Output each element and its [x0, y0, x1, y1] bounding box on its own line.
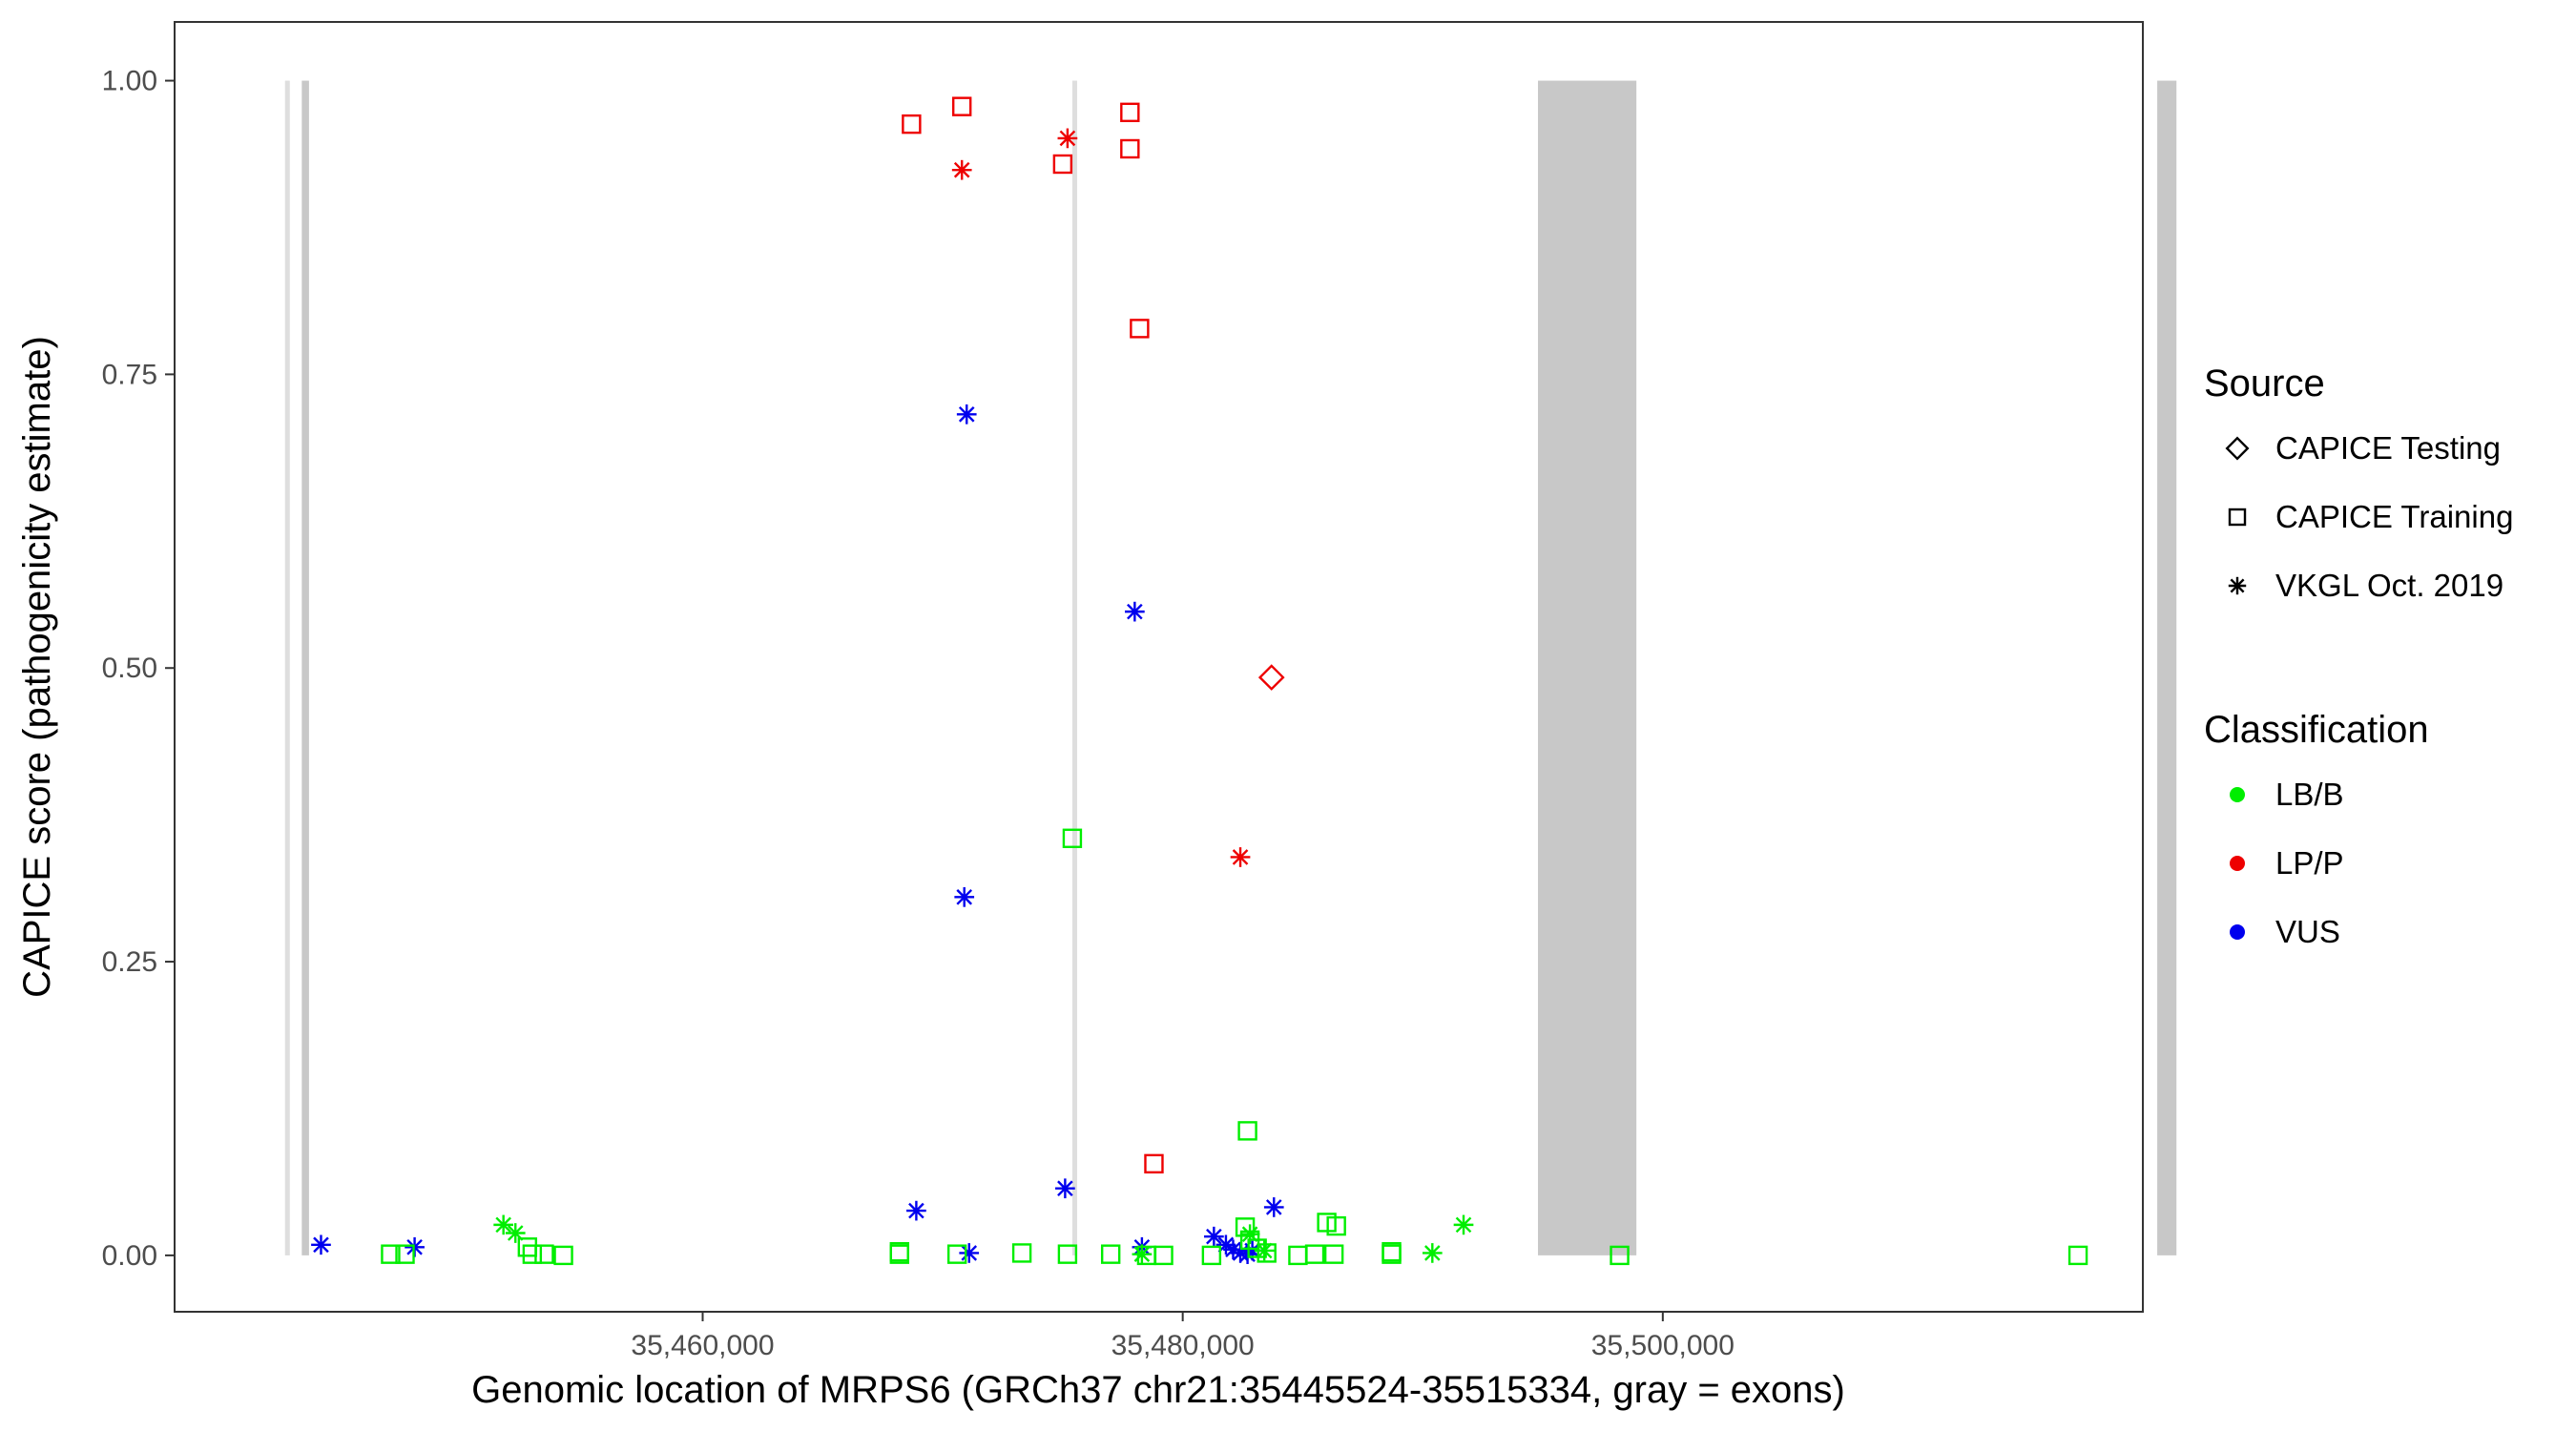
data-point	[952, 96, 972, 116]
data-point	[906, 1200, 926, 1221]
data-point	[1100, 1244, 1121, 1264]
data-point	[1239, 1224, 1260, 1245]
data-point	[553, 1245, 573, 1266]
data-point	[1132, 1244, 1153, 1265]
data-point	[1422, 1243, 1443, 1263]
data-point	[1055, 1178, 1075, 1199]
y-tick-label: 0.00	[102, 1240, 157, 1272]
data-point	[1230, 847, 1251, 867]
data-point	[1062, 828, 1083, 848]
data-point	[1144, 1153, 1164, 1174]
legend-item-classification: LB/B	[2230, 777, 2344, 812]
data-point	[1120, 102, 1140, 123]
legend-item-source: CAPICE Training	[2228, 499, 2513, 534]
legend-title-source: Source	[2204, 363, 2325, 404]
y-axis: 0.00 0.25 0.50 0.75 1.00	[102, 66, 175, 1272]
data-point	[493, 1214, 514, 1235]
plot-panel-border	[174, 21, 2144, 1313]
data-point	[1052, 154, 1073, 175]
data-point	[951, 159, 972, 180]
exon-band	[2157, 80, 2177, 1255]
svg-text:LP/P: LP/P	[2275, 845, 2344, 881]
data-point	[1204, 1226, 1224, 1247]
data-point	[505, 1223, 526, 1243]
data-point	[1257, 664, 1285, 691]
data-point	[959, 1243, 980, 1263]
data-point	[1288, 1245, 1308, 1266]
data-point	[954, 886, 975, 907]
x-axis: 35,460,000 35,480,000 35,500,000	[631, 1312, 1735, 1361]
y-tick-label: 1.00	[102, 66, 157, 97]
x-tick-label: 35,480,000	[1111, 1330, 1255, 1361]
legend-title-classification: Classification	[2204, 709, 2429, 751]
data-point	[522, 1244, 543, 1264]
data-point	[946, 1244, 967, 1264]
data-point	[1326, 1215, 1346, 1236]
x-tick-label: 35,460,000	[631, 1330, 774, 1361]
data-point	[381, 1244, 401, 1264]
legend-item-source: VKGL Oct. 2019	[2228, 568, 2503, 603]
legend-item-classification: VUS	[2230, 914, 2340, 949]
data-point	[517, 1237, 538, 1257]
exon-bands	[284, 80, 2177, 1255]
exon-band	[284, 80, 290, 1255]
legend: Source CAPICE Testing CAPICE Training VKGL …	[2204, 363, 2513, 949]
data-point	[1381, 1244, 1402, 1264]
svg-text:CAPICE Testing: CAPICE Testing	[2275, 430, 2501, 466]
svg-text:LB/B: LB/B	[2275, 777, 2344, 812]
data-point	[1011, 1243, 1032, 1263]
y-tick-label: 0.75	[102, 359, 157, 390]
data-point	[1257, 1243, 1277, 1263]
data-point	[1057, 128, 1078, 149]
data-point	[1235, 1217, 1256, 1237]
legend-item-classification: LP/P	[2230, 845, 2344, 881]
svg-text:VKGL Oct. 2019: VKGL Oct. 2019	[2275, 568, 2503, 603]
data-point	[395, 1244, 415, 1264]
data-point	[1120, 138, 1140, 159]
legend-item-source: CAPICE Testing	[2225, 430, 2501, 466]
data-points	[311, 96, 2088, 1266]
exon-band	[301, 80, 309, 1255]
data-point	[956, 404, 977, 425]
data-point	[1153, 1245, 1174, 1266]
svg-text:VUS: VUS	[2275, 914, 2340, 949]
data-point	[1323, 1244, 1344, 1264]
data-point	[1124, 601, 1145, 622]
data-point	[1304, 1244, 1325, 1264]
x-tick-label: 35,500,000	[1591, 1330, 1735, 1361]
data-point	[902, 114, 922, 135]
data-point	[534, 1244, 554, 1264]
y-tick-label: 0.25	[102, 946, 157, 978]
data-point	[1453, 1214, 1474, 1235]
data-point	[2067, 1245, 2088, 1266]
data-point	[311, 1234, 331, 1255]
exon-band	[1538, 80, 1637, 1255]
exon-band	[1071, 80, 1077, 1255]
data-point	[1201, 1245, 1222, 1266]
y-tick-label: 0.50	[102, 653, 157, 684]
data-point	[889, 1242, 909, 1262]
data-point	[1610, 1245, 1630, 1266]
data-point	[1057, 1244, 1078, 1264]
data-point	[1130, 319, 1150, 339]
svg-text:CAPICE Training: CAPICE Training	[2275, 499, 2513, 534]
data-point	[1263, 1197, 1284, 1217]
y-axis-title: CAPICE score (pathogenicity estimate)	[16, 336, 58, 998]
data-point	[1237, 1121, 1257, 1141]
x-axis-title: Genomic location of MRPS6 (GRCh37 chr21:…	[471, 1369, 1845, 1411]
data-point	[1254, 1240, 1275, 1261]
